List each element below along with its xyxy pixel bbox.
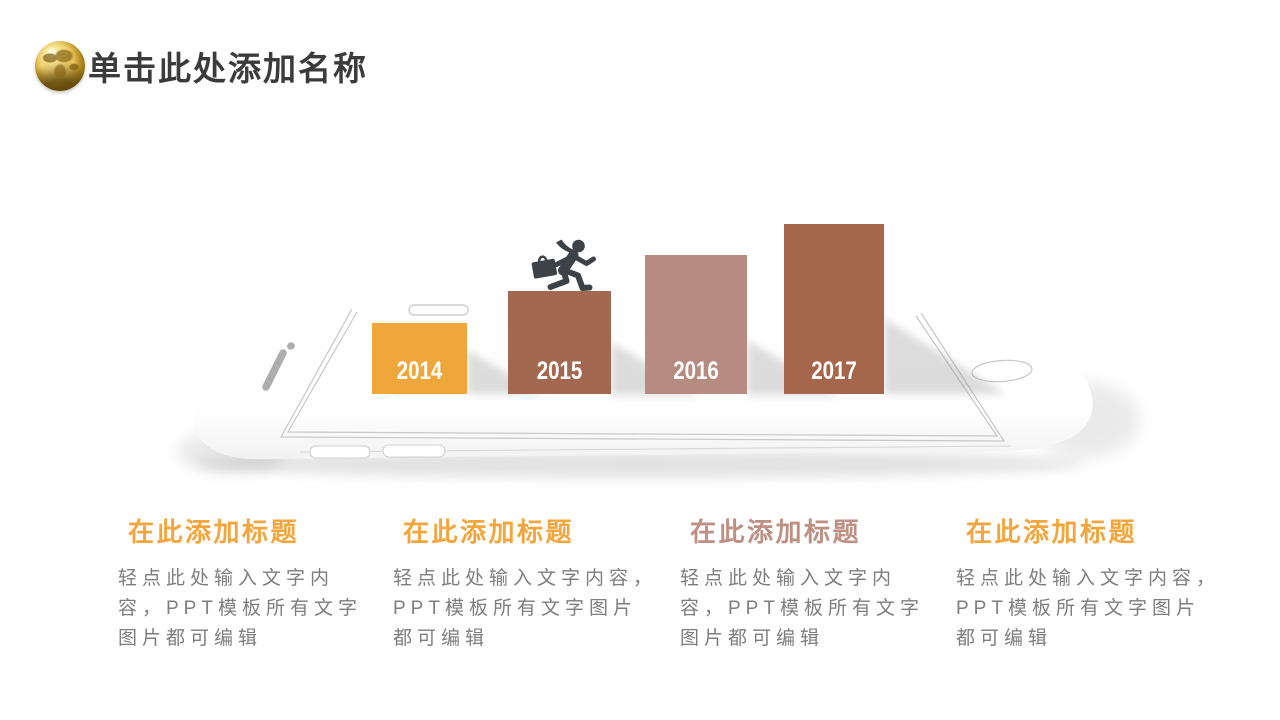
section-4: 在此添加标题 轻点此处输入文字内容， PPT模板所有文字图片 都可编辑	[956, 512, 1236, 654]
globe-icon	[35, 41, 85, 91]
camera-slash-icon	[262, 342, 295, 391]
section-2-title[interactable]: 在此添加标题	[403, 517, 575, 547]
section-2-body[interactable]: 轻点此处输入文字内容， PPT模板所有文字图片 都可编辑	[393, 568, 658, 649]
phone-ground-shadow	[177, 382, 1140, 478]
section-1-title[interactable]: 在此添加标题	[128, 517, 300, 547]
section-3-title[interactable]: 在此添加标题	[690, 517, 862, 547]
bar-2014[interactable]: 2014	[372, 323, 467, 394]
bar-2015-label: 2015	[536, 357, 583, 385]
bar-2015[interactable]: 2015	[508, 291, 611, 394]
slide-title[interactable]: 单击此处添加名称	[88, 50, 368, 87]
running-businessman-icon	[531, 239, 596, 291]
section-4-title[interactable]: 在此添加标题	[966, 517, 1138, 547]
bar-2016[interactable]: 2016	[645, 255, 747, 394]
section-2: 在此添加标题 轻点此处输入文字内容， PPT模板所有文字图片 都可编辑	[393, 512, 673, 654]
bar-2017[interactable]: 2017	[784, 224, 884, 394]
bar-2016-label: 2016	[673, 357, 719, 385]
bar-2014-label: 2014	[396, 357, 443, 385]
phone-bottom-details	[299, 444, 1012, 459]
section-3: 在此添加标题 轻点此处输入文字内 容，PPT模板所有文字 图片都可编辑	[680, 512, 960, 654]
year-bars-group: 2014 2015 2016 2017	[372, 224, 1022, 394]
section-3-body[interactable]: 轻点此处输入文字内 容，PPT模板所有文字 图片都可编辑	[680, 568, 924, 649]
section-1: 在此添加标题 轻点此处输入文字内 容，PPT模板所有文字 图片都可编辑	[118, 512, 398, 654]
section-1-body[interactable]: 轻点此处输入文字内 容，PPT模板所有文字 图片都可编辑	[118, 568, 362, 649]
bar-2017-label: 2017	[811, 357, 857, 385]
section-4-body[interactable]: 轻点此处输入文字内容， PPT模板所有文字图片 都可编辑	[956, 568, 1221, 649]
